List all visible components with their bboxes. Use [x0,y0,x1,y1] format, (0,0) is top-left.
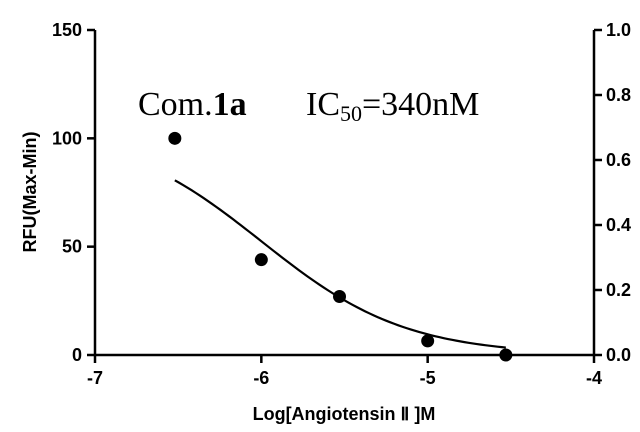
ic50-annotation: IC50=340nM [306,86,479,126]
y2-tick-label: 0.0 [606,345,631,365]
ic50-value: =340nM [362,86,479,123]
data-point [421,334,435,348]
data-point [254,253,268,267]
annotation-prefix: Com. [138,86,213,123]
data-point [333,290,347,303]
ic50-subscript: 50 [340,101,362,126]
compound-annotation: Com.1a [138,86,247,123]
ic50-label: IC [306,86,340,123]
x-axis-title: Log[Angiotensin Ⅱ ]M [253,404,436,424]
data-points [168,131,513,362]
fit-curve [174,179,506,349]
x-tick-label: -5 [420,368,436,388]
y2-tick-label: 1.0 [606,20,631,40]
x-tick-label: -4 [586,368,602,388]
y-tick-label: 100 [52,128,82,148]
x-tick-label: -7 [87,368,103,388]
data-point [499,348,513,362]
y-tick-label: 50 [62,237,82,257]
y-axis-title: RFU(Max-Min) [20,132,40,253]
tick-marks [87,28,602,363]
annotation-compound: 1a [213,86,247,123]
y2-tick-label: 0.2 [606,280,631,300]
y-tick-label: 0 [72,345,82,365]
x-tick-label: -6 [253,368,269,388]
data-point [168,131,182,145]
y2-tick-label: 0.4 [606,215,631,235]
y2-tick-label: 0.6 [606,150,631,170]
tick-labels: -7 -6 -5 -4 0 50 100 150 0.0 0.2 0.4 0.6 0.8 1.0 [52,20,631,388]
y-tick-label: 150 [52,20,82,40]
y2-tick-label: 0.8 [606,85,631,105]
